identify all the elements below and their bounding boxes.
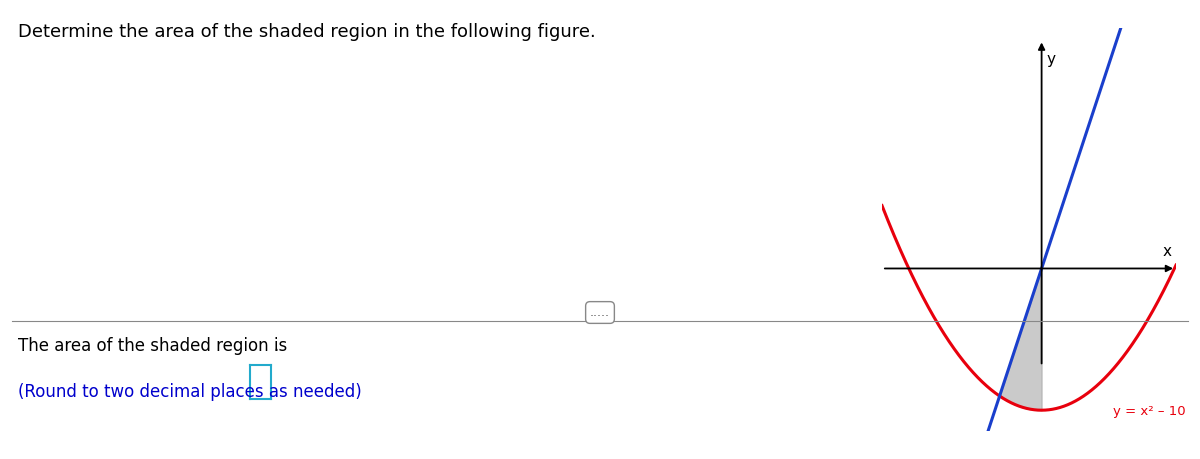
- Text: y = x² – 10: y = x² – 10: [1114, 405, 1186, 418]
- Text: (Round to two decimal places as needed): (Round to two decimal places as needed): [18, 383, 361, 401]
- Text: y: y: [1046, 51, 1056, 67]
- Text: .: .: [274, 337, 278, 355]
- Text: The area of the shaded region is: The area of the shaded region is: [18, 337, 287, 355]
- Text: x: x: [1162, 244, 1171, 258]
- Text: Determine the area of the shaded region in the following figure.: Determine the area of the shaded region …: [18, 23, 595, 41]
- Text: .....: .....: [590, 306, 610, 319]
